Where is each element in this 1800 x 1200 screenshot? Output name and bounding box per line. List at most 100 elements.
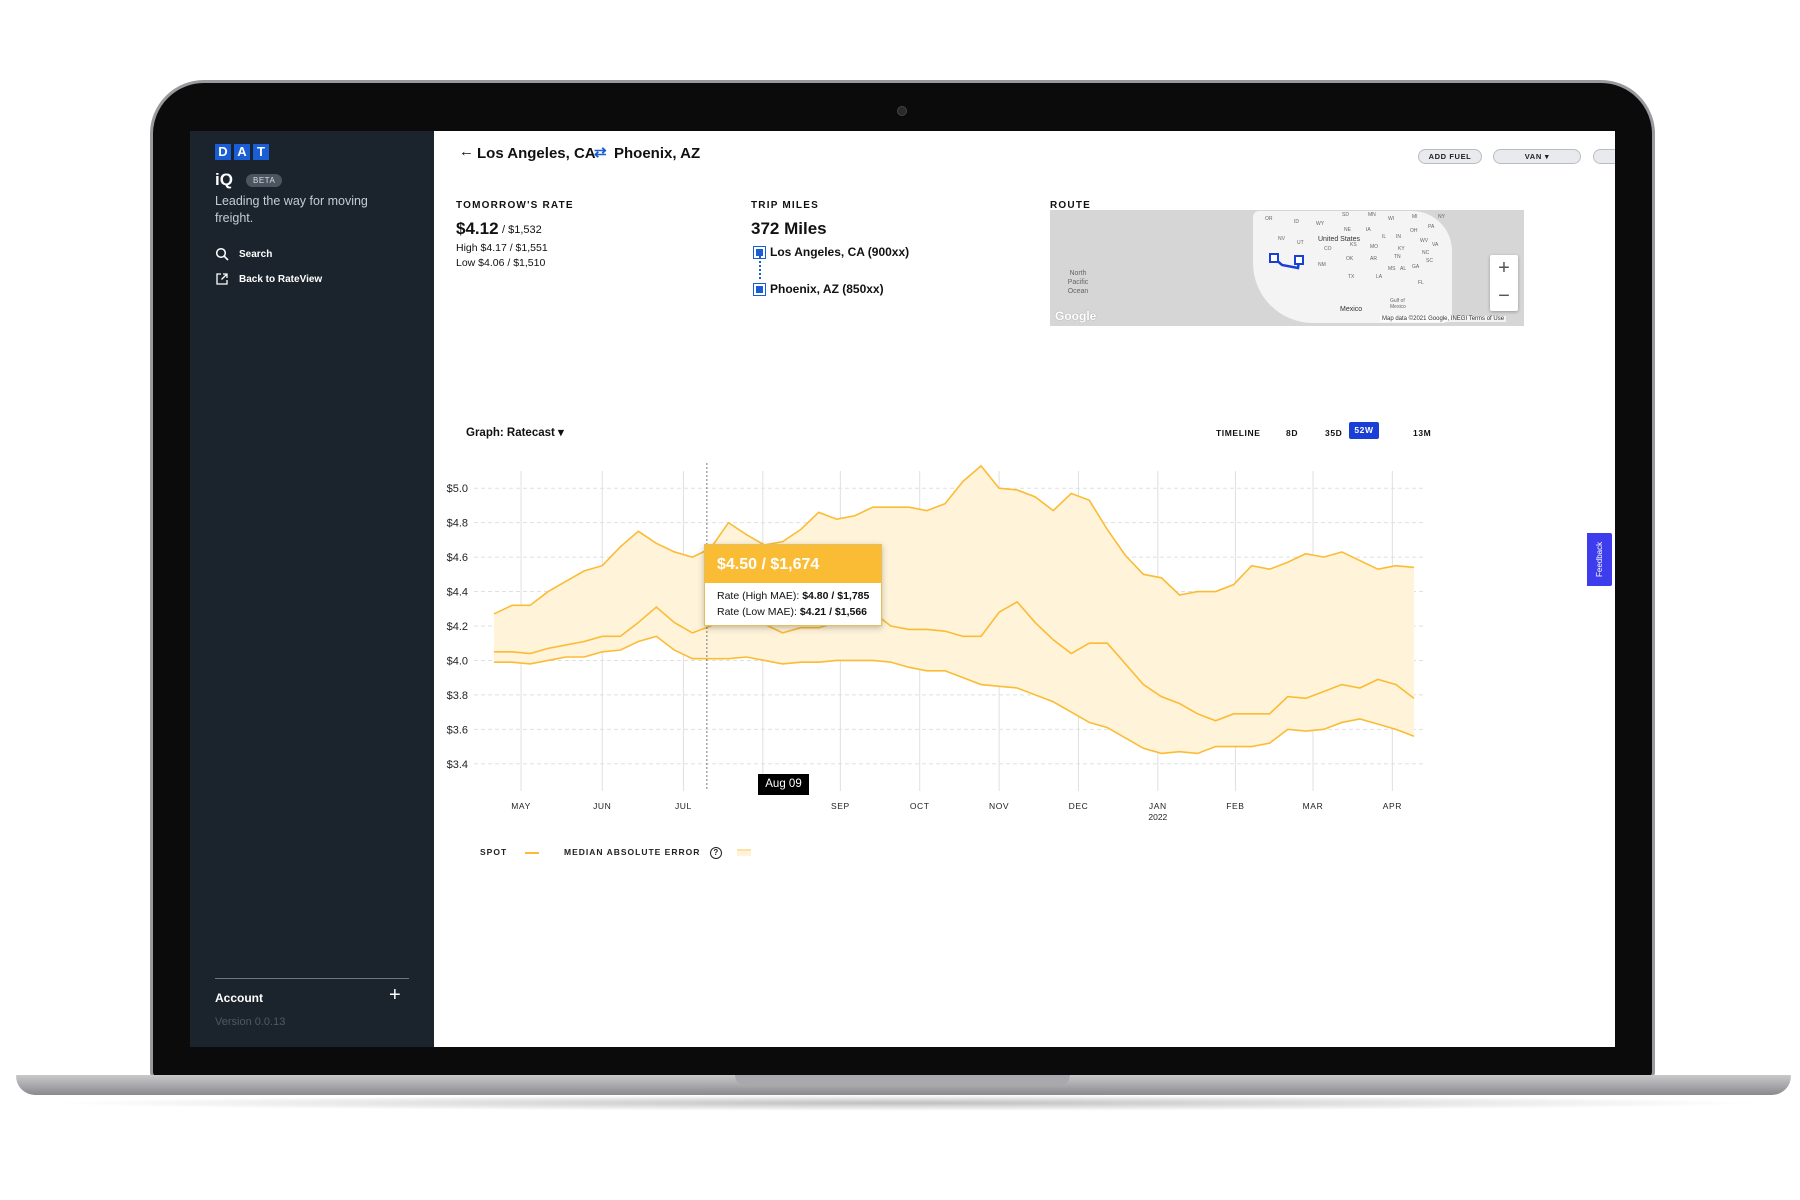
y-tick-label: $4.6 <box>447 552 468 564</box>
x-tick-label: JUN <box>593 801 611 811</box>
route-heading: ROUTE <box>1050 200 1091 211</box>
map-state: VA <box>1432 242 1439 248</box>
map-state: KY <box>1398 246 1405 252</box>
legend-spot[interactable]: SPOT <box>480 847 539 857</box>
map-state: SD <box>1342 212 1349 218</box>
add-fuel-button[interactable]: ADD FUEL <box>1418 149 1482 164</box>
nav-back-to-rateview[interactable]: Back to RateView <box>215 272 322 286</box>
divider <box>215 978 409 979</box>
zoom-in-button[interactable]: + <box>1498 257 1510 279</box>
map-state: AR <box>1370 256 1377 262</box>
range-13m-button[interactable]: 13M <box>1413 428 1432 438</box>
map-credits[interactable]: Map data ©2021 Google, INEGI Terms of Us… <box>1380 316 1507 322</box>
route-map[interactable]: North Pacific Ocean United States Mexico… <box>1050 210 1524 326</box>
y-tick-label: $4.2 <box>447 621 468 633</box>
x-tick-label: JUL <box>675 801 692 811</box>
map-state: CO <box>1324 246 1332 252</box>
map-state: IN <box>1396 234 1401 240</box>
legend-mae[interactable]: MEDIAN ABSOLUTE ERROR ? <box>564 847 752 859</box>
search-icon <box>215 247 229 261</box>
map-zoom-controls: + − <box>1490 255 1518 311</box>
range-8d-button[interactable]: 8D <box>1286 428 1299 438</box>
trip-miles-value: 372 Miles <box>751 219 827 238</box>
x-tick-label: NOV <box>989 801 1009 811</box>
y-tick-label: $5.0 <box>447 483 468 495</box>
map-state: AL <box>1400 266 1407 272</box>
chart-tooltip: $4.50 / $1,674 Rate (High MAE): $4.80 / … <box>704 544 882 626</box>
help-circle-icon[interactable]: ? <box>709 847 722 859</box>
tomorrow-rate-high: High $4.17 / $1,551 <box>456 242 548 254</box>
route-dots <box>759 256 761 279</box>
rate-type-select[interactable]: SPOT ▾ <box>1593 149 1615 164</box>
map-label-ocean: North Pacific Ocean <box>1067 270 1089 295</box>
x-tick-label: SEP <box>831 801 850 811</box>
tomorrow-rate-total: / $1,532 <box>502 224 542 236</box>
beta-badge: BETA <box>246 174 283 187</box>
range-52w-button[interactable]: 52W <box>1349 422 1379 439</box>
x-tick-label: APR <box>1383 801 1402 811</box>
equipment-select[interactable]: VAN ▾ <box>1493 149 1581 164</box>
tooltip-high-value: $4.80 / $1,785 <box>802 590 870 602</box>
tooltip-low-row: Rate (Low MAE): $4.21 / $1,566 <box>705 604 881 620</box>
map-state: MO <box>1370 244 1379 250</box>
expand-account-icon[interactable]: + <box>389 984 401 1006</box>
feedback-tab[interactable]: Feedback <box>1587 533 1612 586</box>
map-state: OH <box>1410 228 1418 234</box>
graph-select[interactable]: Graph: Ratecast ▾ <box>466 425 564 439</box>
map-state: OR <box>1265 216 1273 222</box>
nav-search[interactable]: Search <box>215 247 272 261</box>
map-state: MN <box>1368 212 1376 218</box>
sidebar: D A T iQ BETA Leading the way for moving… <box>190 131 434 1047</box>
ratecast-chart[interactable]: $5.0 $4.8 $4.6 $4.4 $4.2 $4.0 $3.8 $3.6 $3.4 MAY J… <box>434 431 1584 831</box>
x-tick-sublabel: 2022 <box>1148 812 1167 822</box>
destination-marker-icon <box>753 282 766 296</box>
y-tick-label: $3.4 <box>447 759 468 771</box>
range-35d-button[interactable]: 35D <box>1325 428 1343 438</box>
map-state: WV <box>1420 238 1429 244</box>
hover-date-chip: Aug 09 <box>758 774 809 795</box>
logo-letter: D <box>215 144 231 160</box>
origin-title: Los Angeles, CA <box>477 145 596 162</box>
y-tick-label: $3.6 <box>447 724 468 736</box>
map-state: IL <box>1382 234 1387 240</box>
arrow-left-icon[interactable]: ← <box>459 143 474 160</box>
legend-mae-label: MEDIAN ABSOLUTE ERROR <box>564 847 701 857</box>
camera-icon <box>897 106 907 116</box>
map-state: LA <box>1376 274 1383 280</box>
version-label: Version 0.0.13 <box>215 1016 286 1028</box>
caret-down-icon: ▾ <box>558 427 564 439</box>
y-tick-label: $3.8 <box>447 690 468 702</box>
map-state: GA <box>1412 264 1420 270</box>
x-tick-label: DEC <box>1069 801 1089 811</box>
app-screen: D A T iQ BETA Leading the way for moving… <box>190 131 1615 1047</box>
logo-letter: A <box>234 144 250 160</box>
tomorrow-rate-low: Low $4.06 / $1,510 <box>456 257 546 269</box>
low-mae-line <box>494 635 1415 755</box>
stop-origin-label: Los Angeles, CA (900xx) <box>770 245 910 259</box>
high-mae-line <box>493 464 1415 615</box>
stop-destination: Phoenix, AZ (850xx) <box>753 282 884 296</box>
nav-rateview-label: Back to RateView <box>239 273 323 285</box>
laptop-shadow <box>40 1095 1770 1111</box>
nav-search-label: Search <box>239 248 273 260</box>
zoom-out-button[interactable]: − <box>1498 285 1510 307</box>
map-label-gulf: Gulf of Mexico <box>1390 298 1406 310</box>
x-tick-label: FEB <box>1226 801 1244 811</box>
equipment-value: VAN <box>1524 152 1542 161</box>
dat-logo[interactable]: D A T <box>215 144 269 160</box>
mae-band <box>494 465 1414 754</box>
laptop-notch <box>735 1075 1070 1086</box>
map-state: MI <box>1412 214 1418 220</box>
tomorrow-rate-heading: TOMORROW'S RATE <box>456 200 574 211</box>
legend-spot-label: SPOT <box>480 847 508 857</box>
map-state: NE <box>1344 227 1351 233</box>
stop-origin: Los Angeles, CA (900xx) <box>753 245 910 259</box>
account-label[interactable]: Account <box>215 991 263 1005</box>
map-state: NC <box>1422 250 1430 256</box>
map-state: NY <box>1438 214 1445 220</box>
swap-arrows-icon[interactable]: ⇄ <box>594 144 607 161</box>
map-state: UT <box>1297 240 1304 246</box>
x-tick-label: JAN <box>1149 801 1167 811</box>
map-state: FL <box>1418 280 1424 286</box>
destination-title: Phoenix, AZ <box>614 145 701 162</box>
